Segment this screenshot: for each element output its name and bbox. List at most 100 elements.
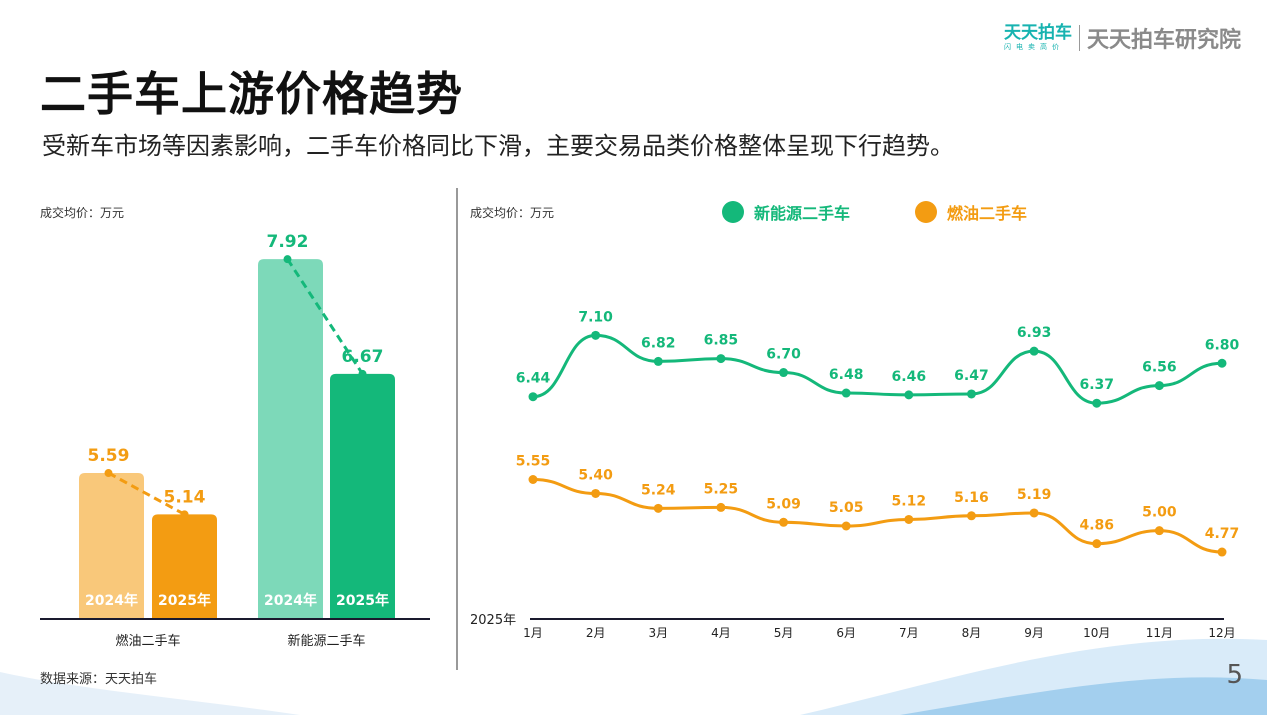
legend-dot (915, 201, 937, 223)
logo-brand: 天天拍车 (1003, 23, 1072, 43)
data-point (528, 392, 538, 402)
x-tick-label: 6月 (836, 626, 856, 640)
data-label: 6.85 (704, 333, 739, 349)
data-label: 5.12 (892, 493, 927, 509)
trend-point (180, 510, 189, 519)
x-tick-label: 7月 (899, 626, 919, 640)
bar (152, 514, 217, 619)
data-point (591, 330, 601, 340)
data-point (904, 390, 914, 400)
data-label: 6.48 (829, 367, 864, 383)
bar-value-label: 5.14 (164, 487, 206, 507)
data-point (591, 488, 601, 498)
data-label: 5.00 (1142, 505, 1177, 521)
bar-value-label: 5.59 (88, 446, 130, 466)
data-point (966, 389, 976, 399)
data-label: 6.80 (1205, 337, 1240, 353)
data-label: 5.09 (766, 496, 801, 512)
legend-fuel: 燃油二手车 (915, 200, 1027, 224)
logo-institute: 天天拍车研究院 (1086, 28, 1241, 53)
data-source: 数据来源：天天拍车 (40, 672, 158, 687)
data-label: 6.46 (892, 369, 927, 385)
data-label: 6.44 (516, 371, 551, 387)
data-point (1092, 398, 1102, 408)
data-label: 6.47 (954, 368, 989, 384)
x-tick-label: 1月 (523, 626, 543, 640)
logo-divider (1078, 25, 1080, 51)
data-point (1092, 539, 1102, 549)
bar-year-label: 2024年 (264, 592, 317, 609)
data-label: 5.16 (954, 490, 989, 506)
data-label: 7.10 (578, 309, 613, 325)
left-unit-label: 成交均价：万元 (40, 206, 125, 220)
data-label: 6.93 (1017, 325, 1052, 341)
legend-label: 新能源二手车 (754, 204, 851, 223)
series-line (532, 333, 1223, 405)
x-axis-prefix: 2025年 (470, 613, 516, 628)
x-tick-label: 12月 (1208, 626, 1235, 640)
data-label: 5.40 (578, 467, 613, 483)
x-tick-label: 10月 (1083, 626, 1110, 640)
data-label: 6.37 (1079, 377, 1114, 393)
trend-point (358, 369, 367, 378)
bar-year-label: 2024年 (85, 592, 138, 609)
data-point (904, 514, 914, 524)
bar (258, 259, 323, 619)
data-point (966, 511, 976, 521)
legend-nev: 新能源二手车 (722, 200, 850, 224)
data-point (716, 502, 726, 512)
trend-dash (107, 471, 186, 516)
x-tick-label: 8月 (962, 626, 982, 640)
trend-point (283, 255, 292, 264)
data-point (841, 388, 851, 398)
data-label: 5.05 (829, 500, 864, 516)
logo-tagline: 闪电卖高价 (1003, 43, 1064, 51)
category-label: 燃油二手车 (115, 633, 180, 649)
data-label: 4.77 (1205, 526, 1240, 542)
data-point (779, 517, 789, 527)
data-label: 6.82 (641, 335, 676, 351)
x-tick-label: 5月 (774, 626, 794, 640)
data-label: 5.19 (1017, 487, 1052, 503)
page-title: 二手车上游价格趋势 (40, 67, 463, 121)
x-tick-label: 3月 (648, 626, 668, 640)
data-point (1154, 381, 1164, 391)
bar (330, 373, 395, 619)
data-label: 5.25 (704, 481, 739, 497)
data-label: 4.86 (1079, 518, 1114, 534)
category-label: 新能源二手车 (287, 633, 365, 649)
data-point (653, 356, 663, 366)
data-point (528, 475, 538, 484)
right-unit-label: 成交均价：万元 (470, 206, 555, 220)
x-tick-label: 11月 (1146, 626, 1173, 640)
series-line (532, 478, 1223, 554)
data-point (653, 503, 663, 513)
legend-label: 燃油二手车 (947, 204, 1028, 223)
data-label: 5.55 (516, 454, 551, 470)
page-number: 5 (1226, 660, 1243, 690)
data-label: 6.56 (1142, 360, 1177, 376)
data-label: 6.70 (766, 347, 801, 363)
bar-value-label: 7.92 (267, 232, 309, 252)
data-point (779, 368, 789, 378)
trend-dash (286, 258, 364, 375)
data-point (1029, 508, 1039, 518)
data-point (716, 354, 726, 364)
divider (456, 188, 458, 670)
logo: 天天拍车 闪电卖高价 天天拍车研究院 (1004, 22, 1241, 54)
x-tick-label: 9月 (1024, 626, 1044, 640)
data-point (1029, 346, 1039, 356)
legend-dot (722, 201, 744, 223)
trend-point (104, 469, 113, 478)
page-subtitle: 受新车市场等因素影响，二手车价格同比下滑，主要交易品类价格整体呈现下行趋势。 (42, 132, 954, 160)
data-point (841, 521, 851, 531)
data-point (1217, 358, 1227, 368)
x-tick-label: 2月 (586, 626, 606, 640)
bar-year-label: 2025年 (336, 592, 389, 609)
bar (79, 473, 144, 619)
data-label: 5.24 (641, 482, 676, 498)
bar-year-label: 2025年 (158, 592, 211, 609)
bar-value-label: 6.67 (342, 347, 384, 367)
